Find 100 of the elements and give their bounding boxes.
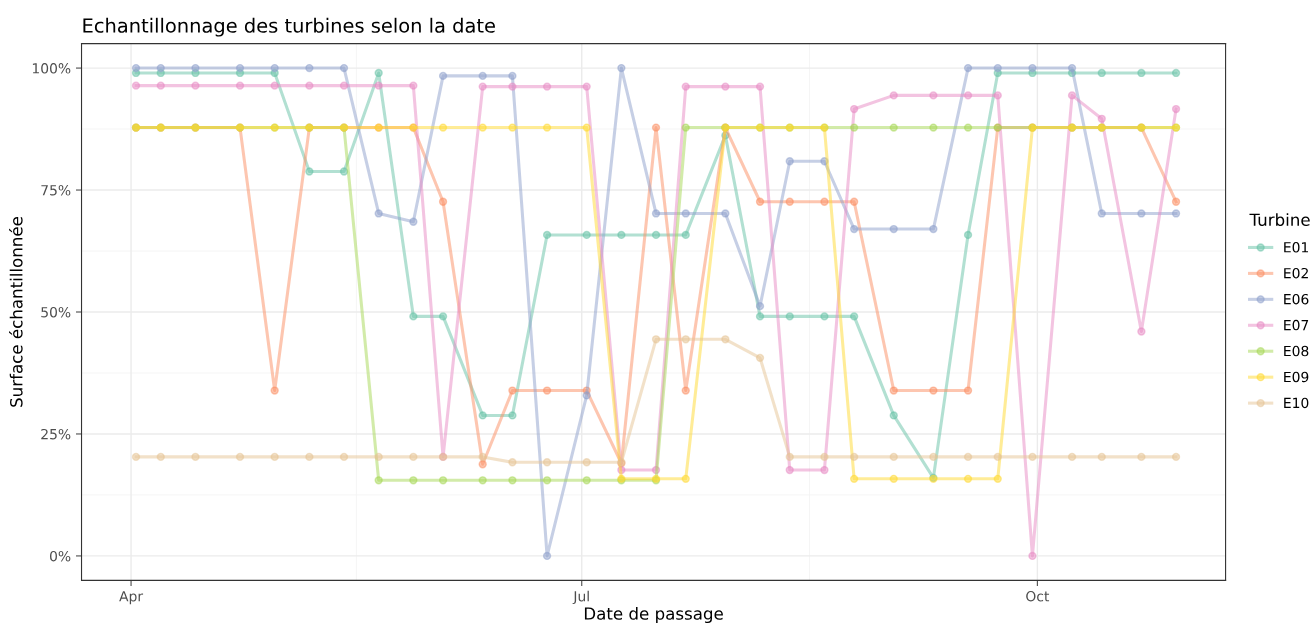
point [849,197,859,206]
point [478,460,487,469]
x-tick-label: Apr [119,591,144,605]
point [681,209,690,218]
point [156,81,165,90]
point [929,452,938,462]
point [409,312,418,321]
point [721,82,730,91]
point [651,123,661,132]
point [508,386,517,395]
point [785,465,794,475]
point [1171,68,1181,78]
point [305,167,314,176]
point [1171,209,1181,218]
y-tick-label: 0% [50,550,71,562]
point [156,452,165,462]
point [478,71,487,81]
point [542,386,552,395]
legend-label: E08 [1284,345,1309,357]
point [1171,104,1181,114]
point [929,91,938,100]
point [889,123,898,132]
point [582,391,591,400]
point [1067,63,1077,73]
point [617,63,626,73]
legend-label: E09 [1284,371,1309,383]
x-tick-label: Jul [572,590,589,605]
y-tick-label: 75% [41,185,71,196]
point [849,452,859,462]
point [963,230,973,240]
point [305,452,314,462]
y-tick-label: 50% [41,306,71,318]
point [1097,209,1106,218]
point [963,474,973,484]
point [889,91,898,100]
point [849,312,859,321]
point [681,386,690,395]
point [339,81,349,90]
point [1097,68,1106,78]
point [681,335,690,344]
point [270,452,279,462]
point [409,217,418,226]
point [508,476,517,485]
point [270,63,279,73]
point [542,123,552,132]
point [820,312,829,321]
point [681,82,690,91]
point [820,452,829,462]
point [270,81,279,90]
y-tick-label: 25% [41,428,71,440]
point [478,123,487,132]
point [374,68,383,78]
point [582,230,591,240]
point [785,452,794,462]
point [1028,63,1037,73]
legend-label: E07 [1284,319,1309,331]
point [1097,452,1106,462]
point [681,123,690,132]
point [889,224,898,234]
point [963,91,973,100]
legend-label: E06 [1284,293,1309,305]
legend-label: E01 [1284,242,1309,253]
point [131,81,141,90]
point [131,63,141,73]
point [755,312,765,321]
point [478,411,487,420]
point [542,476,552,485]
point [1137,68,1146,78]
point [235,81,245,90]
point [339,452,349,462]
point [542,551,552,561]
point [993,474,1002,484]
point [681,474,690,484]
point [542,458,552,467]
point [542,230,552,240]
point [681,230,690,240]
point [478,452,487,462]
point [849,123,859,132]
point [755,353,765,363]
point [270,386,279,395]
point [963,386,973,395]
point [582,458,591,467]
point [582,123,591,132]
point [1137,209,1146,218]
point [929,224,938,234]
point [305,81,314,90]
point [849,104,859,114]
point [339,63,349,73]
point [785,157,794,166]
point [889,411,898,420]
point [651,209,661,218]
legend-title: Turbine [1249,213,1310,227]
point [478,476,487,485]
point [929,123,938,132]
point [755,197,765,206]
point [820,465,829,475]
point [721,209,730,218]
point [993,91,1002,100]
point [374,81,383,90]
point [374,452,383,462]
